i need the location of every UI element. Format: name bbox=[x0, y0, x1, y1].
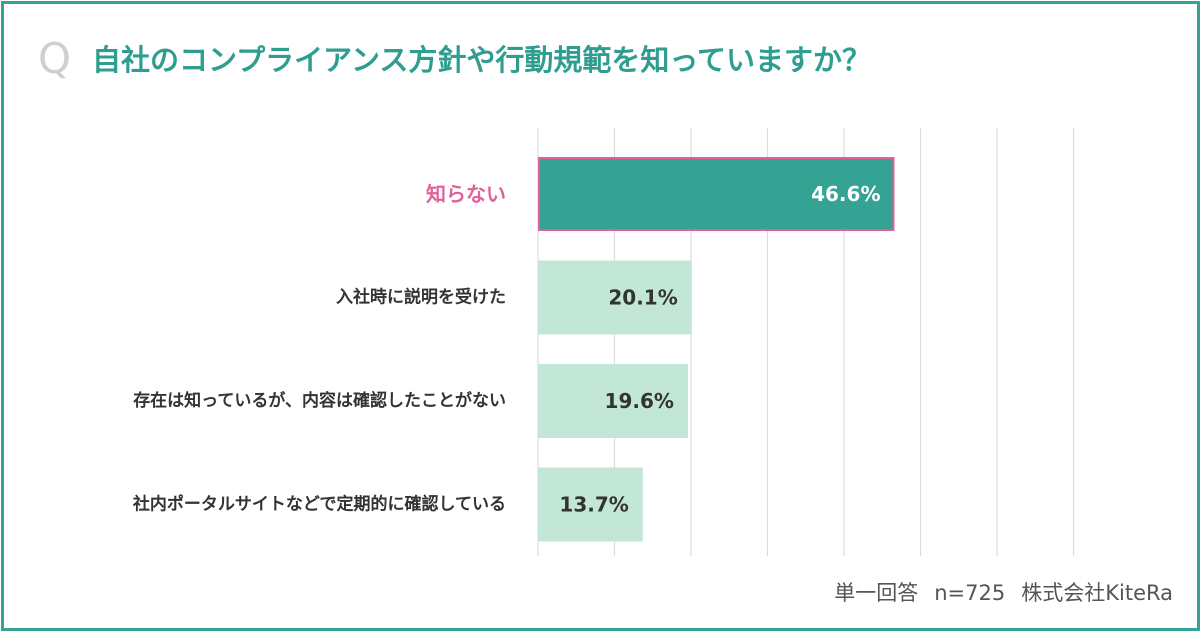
bar-layer bbox=[538, 157, 895, 542]
value-label-3: 13.7% bbox=[559, 493, 628, 517]
label-layer: 知らない 46.6% 入社時に説明を受けた 20.1% 存在は知っているが、内容は確認し… bbox=[132, 182, 881, 517]
category-label-2: 存在は知っているが、内容は確認したことがない bbox=[133, 390, 506, 411]
category-label-3: 社内ポータルサイトなどで定期的に確認している bbox=[132, 494, 506, 515]
value-label-2: 19.6% bbox=[605, 389, 674, 413]
source-label: 株式会社KiteRa bbox=[1021, 581, 1173, 605]
answer-type: 単一回答 bbox=[834, 581, 919, 605]
bar-1 bbox=[538, 260, 692, 335]
value-label-0: 46.6% bbox=[811, 182, 880, 206]
category-label-0: 知らない bbox=[426, 182, 506, 206]
bar-2 bbox=[538, 364, 688, 438]
chart-title: 自社のコンプライアンス方針や行動規範を知っていますか？ bbox=[92, 43, 871, 77]
category-label-1: 入社時に説明を受けた bbox=[336, 287, 506, 308]
q-mark: Q bbox=[38, 34, 72, 83]
bar-0 bbox=[538, 157, 895, 231]
chart-footer: 単一回答 n=725 株式会社KiteRa bbox=[834, 578, 1173, 608]
bar-3 bbox=[538, 467, 643, 542]
value-label-1: 20.1% bbox=[608, 286, 677, 310]
sample-size: n=725 bbox=[934, 581, 1006, 605]
